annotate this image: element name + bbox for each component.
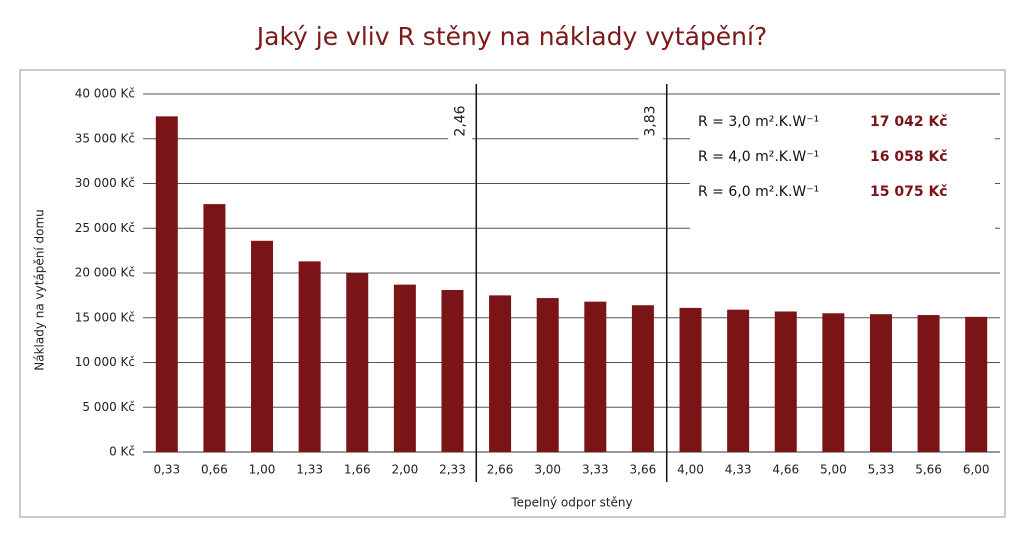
bar: [727, 309, 750, 452]
marker-label-bg: [638, 96, 663, 146]
legend-label: R = 3,0 m².K.W⁻¹: [698, 114, 819, 130]
chart-title: Jaký je vliv R stěny na náklady vytápění…: [255, 22, 768, 51]
bar: [203, 204, 226, 452]
x-tick-label: 4,33: [725, 463, 752, 477]
bar: [489, 295, 512, 452]
bar: [155, 116, 178, 452]
marker-label: 3,83: [643, 105, 659, 136]
x-tick-label: 2,33: [439, 463, 466, 477]
x-tick-label: 0,66: [201, 463, 228, 477]
x-tick-label: 2,66: [487, 463, 514, 477]
y-axis-label: Náklady na vytápění domu: [33, 209, 47, 371]
bar: [774, 311, 797, 452]
legend-box: [690, 102, 995, 254]
bar: [917, 315, 940, 452]
y-tick-label: 20 000 Kč: [75, 266, 135, 280]
x-tick-label: 1,33: [296, 463, 323, 477]
legend-label: R = 6,0 m².K.W⁻¹: [698, 184, 819, 200]
y-tick-label: 35 000 Kč: [75, 131, 135, 145]
bar: [965, 316, 988, 452]
legend-value: 15 075 Kč: [870, 184, 948, 200]
x-tick-label: 3,00: [534, 463, 561, 477]
x-axis-label: Tepelný odpor stěny: [510, 496, 632, 510]
bar: [536, 298, 559, 452]
legend-value: 16 058 Kč: [870, 149, 948, 165]
x-tick-label: 3,66: [630, 463, 657, 477]
y-tick-label: 5 000 Kč: [82, 400, 135, 414]
x-tick-label: 1,00: [249, 463, 276, 477]
bar: [346, 273, 369, 452]
bar: [298, 261, 321, 452]
x-tick-label: 1,66: [344, 463, 371, 477]
bar: [631, 305, 654, 452]
x-tick-label: 5,66: [915, 463, 942, 477]
y-tick-label: 40 000 Kč: [75, 87, 135, 101]
x-tick-label: 0,33: [153, 463, 180, 477]
y-tick-label: 10 000 Kč: [75, 355, 135, 369]
x-tick-label: 4,66: [772, 463, 799, 477]
x-tick-label: 4,00: [677, 463, 704, 477]
x-tick-label: 6,00: [963, 463, 990, 477]
bar: [441, 290, 464, 452]
marker-label: 2,46: [452, 105, 468, 136]
y-tick-label: 25 000 Kč: [75, 221, 135, 235]
marker-label-bg: [448, 96, 473, 146]
bar: [393, 284, 416, 452]
legend-label: R = 4,0 m².K.W⁻¹: [698, 149, 819, 165]
x-tick-label: 5,00: [820, 463, 847, 477]
y-tick-label: 15 000 Kč: [75, 310, 135, 324]
x-tick-label: 5,33: [868, 463, 895, 477]
x-tick-label: 2,00: [392, 463, 419, 477]
bar: [584, 301, 607, 452]
x-tick-label: 3,33: [582, 463, 609, 477]
y-tick-label: 0 Kč: [109, 445, 135, 459]
legend-value: 17 042 Kč: [870, 114, 948, 130]
bar: [869, 314, 892, 452]
bar: [679, 307, 702, 452]
bar: [251, 240, 274, 452]
bar: [822, 313, 845, 452]
y-tick-label: 30 000 Kč: [75, 176, 135, 190]
